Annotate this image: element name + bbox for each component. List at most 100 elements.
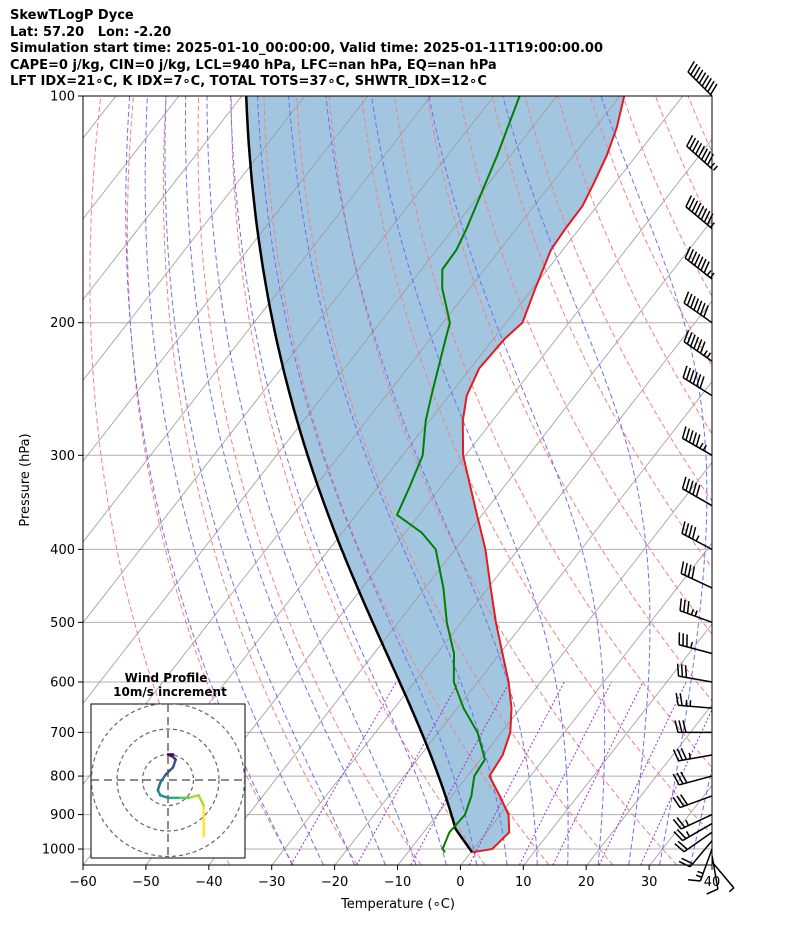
wind-barb [686, 134, 719, 171]
y-axis: 1000 900 800 700 600 500 400 300 200 100 [42, 90, 83, 858]
wind-barb [681, 521, 713, 551]
isotherm [713, 96, 794, 865]
moist-adiabat [288, 96, 508, 865]
dry-adiabat [230, 96, 486, 865]
mixing-ratio-line [598, 681, 687, 865]
x-tick-label: 30 [641, 875, 658, 890]
wind-barb [706, 855, 719, 895]
moist-adiabat [257, 96, 478, 865]
y-tick-label: 800 [50, 770, 75, 785]
wind-barb [678, 632, 713, 655]
moist-adiabat [689, 766, 712, 865]
y-tick-label: 600 [50, 675, 75, 690]
isotherm [460, 542, 712, 865]
mixing-ratio-line [290, 681, 397, 865]
isotherm [523, 623, 712, 865]
moist-adiabat [753, 96, 794, 865]
x-axis: −60 −50 −40 −30 −20 −10 0 10 20 30 40 [69, 865, 720, 890]
dry-adiabat [296, 96, 614, 865]
isotherm [83, 96, 495, 624]
x-tick-label: −50 [132, 875, 159, 890]
dry-adiabat [622, 96, 712, 298]
moist-adiabat [125, 96, 293, 865]
dry-adiabat [491, 96, 712, 569]
wind-barb [672, 747, 713, 762]
temperature-line [461, 96, 626, 854]
wind-barb [681, 476, 713, 507]
dry-adiabat [361, 96, 712, 836]
hodograph-segment [164, 766, 175, 777]
wind-barb [674, 831, 713, 853]
wind-barb [683, 329, 713, 362]
isotherm [83, 96, 369, 462]
isotherm [83, 96, 243, 301]
wind-barb [711, 861, 735, 893]
isotherm [649, 784, 712, 865]
profile-lines [244, 96, 626, 854]
chart-header: SkewTLogP Dyce Lat: 57.20 Lon: -2.20 Simul… [10, 8, 603, 91]
inset-subtitle: 10m/s increment [113, 685, 227, 699]
hodograph-segment [156, 781, 162, 792]
wind-barb [676, 663, 713, 683]
isotherm [586, 704, 712, 865]
wind-barb [672, 771, 713, 786]
hodograph-segment [171, 758, 177, 769]
x-tick-label: −30 [258, 875, 285, 890]
isotherm [271, 300, 712, 865]
mixing-ratio-line [410, 681, 510, 865]
wind-barb [687, 60, 718, 97]
x-tick-label: 20 [578, 875, 595, 890]
mixing-ratio-line [356, 681, 459, 865]
x-tick-label: −60 [69, 875, 96, 890]
wind-profile-inset: Wind Profile 10m/s increment [90, 671, 246, 859]
isotherm [334, 381, 712, 865]
cin-area [246, 96, 625, 853]
y-tick-label: 400 [50, 543, 75, 558]
moist-adiabats [125, 96, 794, 865]
isotherm [83, 96, 432, 543]
moist-adiabat [184, 96, 386, 865]
time-line: Simulation start time: 2025-01-10_00:00:… [10, 41, 603, 56]
moist-adiabat [325, 96, 538, 865]
dry-adiabat [721, 96, 794, 865]
moist-adiabat [206, 96, 417, 865]
inset-ring [116, 728, 220, 832]
y-tick-label: 700 [50, 726, 75, 741]
hodograph-segment [159, 794, 170, 800]
dry-adiabat [655, 96, 712, 227]
y-tick-label: 100 [50, 90, 75, 105]
hodograph-segment [159, 773, 167, 784]
x-tick-label: 40 [704, 875, 721, 890]
y-tick-label: 900 [50, 808, 75, 823]
hodograph-segment [197, 794, 205, 807]
dry-adiabat [126, 96, 294, 865]
x-tick-label: 0 [456, 875, 464, 890]
x-tick-label: −10 [384, 875, 411, 890]
wind-barb [678, 840, 713, 868]
moist-adiabat [144, 96, 324, 865]
wind-barbs [672, 60, 735, 895]
dry-adiabat [197, 96, 422, 865]
x-tick-label: 10 [515, 875, 532, 890]
wind-barb [674, 720, 712, 734]
y-axis-label: Pressure (hPa) [18, 433, 33, 526]
dry-adiabat [263, 96, 550, 865]
stability-line: CAPE=0 j/kg, CIN=0 j/kg, LCL=940 hPa, LF… [10, 57, 497, 73]
mixing-ratio-line [468, 681, 565, 865]
x-tick-label: −20 [321, 875, 348, 890]
mixing-ratio-lines [290, 681, 712, 865]
location-line: Lat: 57.20 Lon: -2.20 [10, 24, 172, 40]
wind-barb [672, 794, 713, 809]
x-tick-label: −40 [195, 875, 222, 890]
wind-barb [679, 598, 713, 624]
hodograph-trace [156, 753, 205, 838]
dry-adiabat [753, 96, 794, 865]
parcel-path-line [244, 96, 474, 854]
isotherms [83, 96, 794, 865]
wind-barb [683, 291, 713, 324]
mixing-ratio-line [518, 681, 612, 865]
dry-adiabat [328, 96, 678, 865]
dry-adiabat [524, 96, 712, 502]
isotherm [208, 219, 712, 865]
